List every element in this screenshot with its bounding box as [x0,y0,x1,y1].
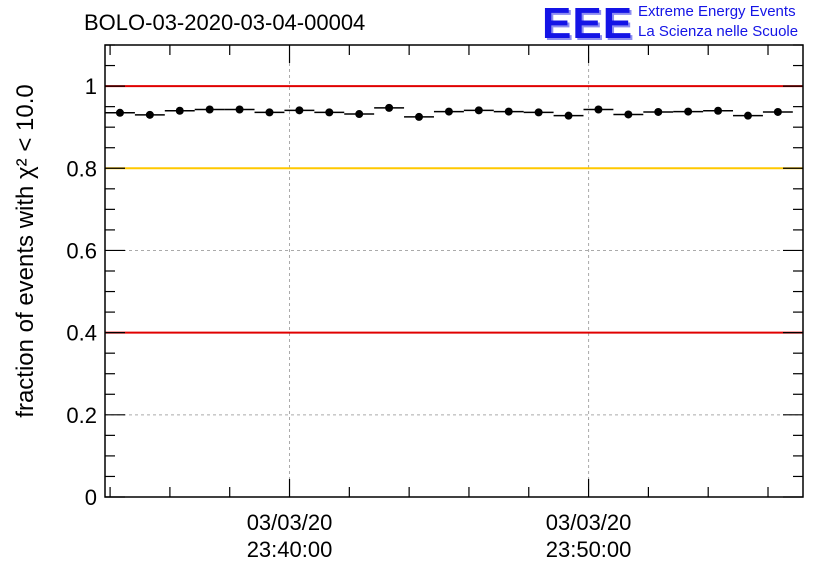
data-point-marker [385,103,394,112]
data-point [733,111,763,120]
data-point-marker [295,106,304,115]
data-point [194,105,225,114]
data-point-marker [773,107,782,116]
data-point-marker [474,106,483,115]
data-point-marker [175,106,184,115]
data-point [703,106,734,115]
data-point [613,110,644,119]
data-point [374,103,405,112]
data-point-marker [235,105,244,114]
data-point-marker [504,107,513,116]
x-tick-label-time: 23:40:00 [247,537,333,562]
data-point-marker [594,105,603,114]
x-tick-label-time: 23:50:00 [546,537,632,562]
data-point [314,108,345,117]
data-point-marker [714,106,723,115]
data-point-marker [145,110,154,119]
data-point-marker [115,108,124,117]
data-point [284,106,315,115]
data-point [643,107,674,116]
data-point-marker [743,111,752,120]
y-tick-label: 1 [85,74,97,99]
y-tick-label: 0.4 [66,321,97,346]
data-point-marker [415,112,424,121]
data-point [254,108,285,117]
logo-subtitle-line2: La Scienza nelle Scuole [638,23,799,40]
y-axis-label: fraction of events with χ² < 10.0 [12,84,39,417]
logo-subtitle-line1: Extreme Energy Events [638,3,796,20]
data-point [553,111,584,120]
y-tick-label: 0 [85,485,97,510]
data-point [433,107,464,116]
data-point-marker [564,111,573,120]
data-point [404,112,434,121]
data-point-marker [205,105,214,114]
y-tick-label: 0.2 [66,403,97,428]
data-point-marker [444,107,453,116]
data-point-marker [534,108,543,117]
data-point-marker [654,107,663,116]
data-point-marker [684,107,693,116]
data-point [463,106,494,115]
data-point [583,105,614,114]
data-point-marker [325,108,334,117]
data-point [224,105,255,114]
data-point-marker [265,108,274,117]
data-point [105,108,135,117]
data-point [344,110,375,119]
data-point [762,107,793,116]
chart-title: BOLO-03-2020-03-04-00004 [84,10,366,35]
data-point-marker [355,110,364,119]
data-point [164,106,195,115]
data-point [493,107,524,116]
eee-logo: EEE [542,0,634,48]
data-point-marker [624,110,633,119]
data-point [523,108,554,117]
y-tick-label: 0.8 [66,156,97,181]
data-point [673,107,704,116]
x-tick-label-date: 03/03/20 [546,510,632,535]
data-point [134,110,165,119]
y-tick-label: 0.6 [66,238,97,263]
x-tick-label-date: 03/03/20 [247,510,333,535]
